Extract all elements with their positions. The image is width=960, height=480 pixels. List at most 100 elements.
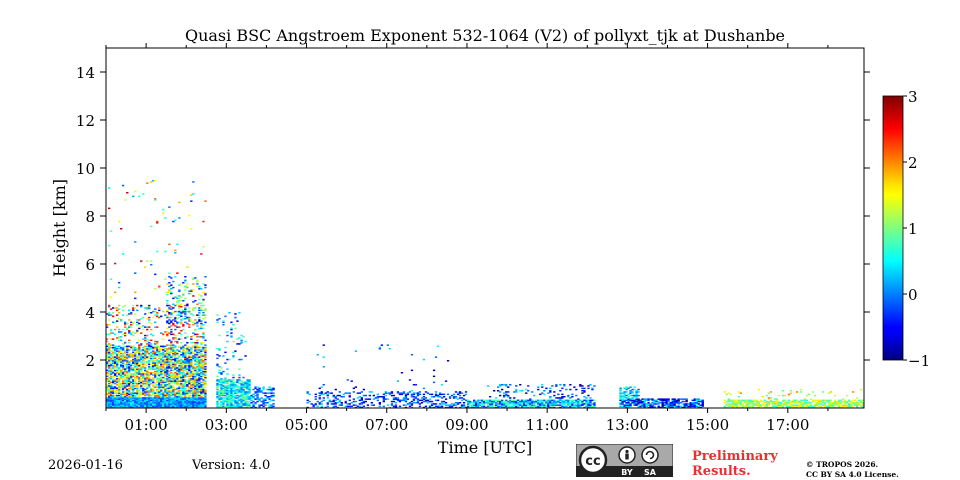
heatmap-cell bbox=[671, 405, 674, 408]
heatmap-cell bbox=[130, 388, 133, 391]
heatmap-cell bbox=[637, 400, 640, 403]
heatmap-cell bbox=[635, 396, 638, 398]
heatmap-cell bbox=[110, 344, 113, 346]
heatmap-cell bbox=[118, 390, 121, 392]
heatmap-cell bbox=[641, 405, 644, 408]
heatmap-cell bbox=[521, 390, 524, 392]
heatmap-cell bbox=[106, 357, 109, 360]
heatmap-cell bbox=[108, 391, 111, 393]
heatmap-cell bbox=[848, 399, 851, 402]
heatmap-cell bbox=[118, 381, 121, 384]
heatmap-cell bbox=[132, 309, 135, 312]
heatmap-cell bbox=[114, 351, 117, 354]
heatmap-cell bbox=[240, 358, 243, 361]
heatmap-cell bbox=[162, 397, 165, 399]
heatmap-cell bbox=[166, 363, 169, 366]
heatmap-cell bbox=[156, 381, 159, 384]
heatmap-cell bbox=[226, 373, 229, 375]
heatmap-cell bbox=[148, 391, 151, 393]
heatmap-cell bbox=[390, 392, 394, 394]
heatmap-cell bbox=[116, 384, 119, 386]
heatmap-cell bbox=[244, 397, 247, 399]
heatmap-cell bbox=[523, 403, 526, 405]
heatmap-cell bbox=[166, 376, 169, 379]
heatmap-cell bbox=[312, 405, 315, 408]
heatmap-cell bbox=[162, 350, 165, 352]
y-tick-label: 14 bbox=[76, 64, 95, 82]
heatmap-cell bbox=[172, 375, 175, 378]
heatmap-cell bbox=[242, 393, 245, 396]
heatmap-cell bbox=[799, 400, 803, 403]
heatmap-cell bbox=[559, 399, 562, 402]
heatmap-cell bbox=[338, 404, 341, 406]
heatmap-cell bbox=[184, 364, 187, 367]
heatmap-cell bbox=[693, 402, 696, 404]
heatmap-cell bbox=[166, 392, 169, 394]
heatmap-cell bbox=[136, 319, 139, 321]
heatmap-cell bbox=[228, 391, 231, 393]
heatmap-cell bbox=[242, 404, 245, 406]
heatmap-cell bbox=[198, 309, 201, 312]
heatmap-cell bbox=[262, 399, 265, 402]
heatmap-cell bbox=[194, 387, 197, 390]
heatmap-cell bbox=[769, 400, 773, 403]
heatmap-cell bbox=[128, 404, 131, 406]
heatmap-cell bbox=[204, 286, 207, 289]
heatmap-cell bbox=[204, 378, 207, 380]
heatmap-cell bbox=[152, 351, 155, 354]
heatmap-cell bbox=[138, 373, 141, 375]
heatmap-cell bbox=[523, 405, 526, 408]
heatmap-cell bbox=[232, 398, 235, 400]
heatmap-cell bbox=[454, 402, 458, 404]
cc-by-sa-license-badge[interactable]: cc BY SA bbox=[576, 444, 673, 477]
heatmap-cell bbox=[156, 400, 159, 403]
heatmap-cell bbox=[234, 316, 237, 319]
heatmap-cell bbox=[220, 402, 223, 404]
heatmap-cell bbox=[464, 393, 468, 396]
heatmap-cell bbox=[166, 354, 169, 356]
heatmap-cell bbox=[170, 369, 173, 372]
heatmap-cell bbox=[138, 368, 141, 370]
heatmap-cell bbox=[174, 361, 177, 363]
heatmap-cell bbox=[184, 285, 187, 288]
heatmap-cell bbox=[150, 399, 153, 402]
heatmap-cell bbox=[192, 334, 195, 337]
heatmap-cell bbox=[178, 297, 181, 300]
heatmap-cell bbox=[182, 376, 185, 379]
heatmap-cell bbox=[242, 394, 245, 397]
heatmap-cell bbox=[174, 393, 177, 396]
heatmap-cell bbox=[112, 375, 115, 378]
heatmap-cell bbox=[106, 338, 109, 340]
heatmap-cell bbox=[174, 373, 177, 375]
heatmap-cell bbox=[132, 334, 135, 337]
heatmap-cell bbox=[142, 405, 145, 408]
heatmap-cell bbox=[332, 400, 335, 403]
heatmap-cell bbox=[787, 403, 791, 405]
heatmap-cell bbox=[110, 400, 113, 403]
heatmap-cell bbox=[565, 400, 568, 403]
heatmap-cell bbox=[460, 404, 464, 406]
heatmap-cell bbox=[164, 345, 167, 348]
heatmap-cell bbox=[130, 393, 133, 396]
heatmap-cell bbox=[128, 352, 131, 355]
heatmap-cell bbox=[541, 399, 544, 402]
heatmap-cell bbox=[168, 405, 171, 408]
heatmap-cell bbox=[637, 405, 640, 408]
heatmap-cell bbox=[180, 386, 183, 388]
heatmap-cell bbox=[631, 391, 634, 393]
heatmap-cell bbox=[110, 402, 113, 404]
heatmap-cell bbox=[765, 403, 769, 405]
heatmap-cell bbox=[204, 356, 207, 358]
heatmap-cell bbox=[202, 314, 205, 316]
heatmap-cell bbox=[244, 396, 247, 398]
heatmap-cell bbox=[326, 391, 329, 393]
heatmap-cell bbox=[424, 391, 428, 393]
heatmap-cell bbox=[501, 400, 504, 403]
heatmap-cell bbox=[132, 345, 135, 348]
heatmap-cell bbox=[348, 399, 351, 402]
heatmap-cell bbox=[481, 402, 484, 404]
heatmap-cell bbox=[729, 393, 732, 396]
heatmap-cell bbox=[128, 325, 131, 327]
heatmap-cell bbox=[158, 351, 161, 354]
heatmap-cell bbox=[739, 403, 743, 405]
